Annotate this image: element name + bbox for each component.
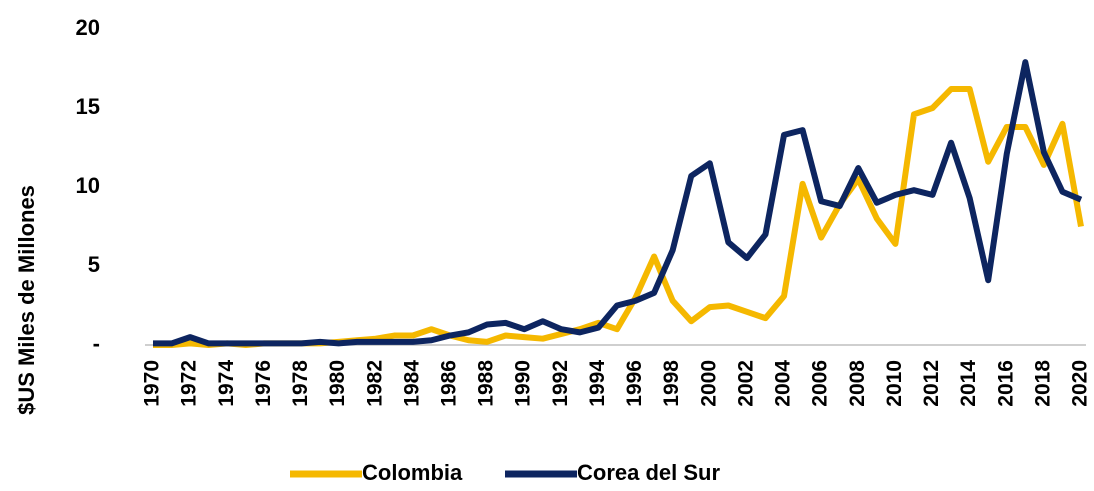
y-tick-label: 10 [76, 173, 100, 198]
y-tick-label: 20 [76, 15, 100, 40]
x-tick-label: 2008 [846, 360, 869, 407]
legend-label: Corea del Sur [577, 460, 720, 485]
x-tick-label: 2014 [957, 360, 980, 407]
x-tick-label: 1970 [141, 360, 164, 407]
legend-label: Colombia [362, 460, 463, 485]
x-tick-label: 1990 [512, 360, 535, 407]
x-tick-label: 2010 [883, 360, 906, 407]
x-tick-label: 1984 [400, 360, 423, 407]
x-tick-label: 2020 [1069, 360, 1092, 407]
x-tick-label: 1996 [623, 360, 646, 407]
y-tick-label: 15 [76, 94, 100, 119]
x-tick-label: 1982 [363, 360, 386, 407]
x-tick-label: 2000 [697, 360, 720, 407]
x-tick-label: 2006 [809, 360, 832, 407]
x-tick-label: 2002 [734, 360, 757, 407]
y-tick-label: 5 [88, 252, 100, 277]
x-tick-label: 1980 [326, 360, 349, 407]
x-tick-label: 1974 [215, 360, 238, 407]
x-tick-label: 1978 [289, 360, 312, 407]
x-tick-label: 2004 [772, 360, 795, 407]
x-tick-label: 1992 [549, 360, 572, 407]
y-axis-label: $US Miles de Millones [14, 185, 39, 415]
x-tick-label: 2016 [994, 360, 1017, 407]
x-tick-label: 1998 [660, 360, 683, 407]
y-tick-label: - [93, 331, 100, 356]
x-tick-label: 1972 [178, 360, 201, 407]
x-tick-label: 2018 [1031, 360, 1054, 407]
x-tick-label: 1988 [475, 360, 498, 407]
x-tick-label: 1986 [438, 360, 461, 407]
x-tick-label: 2012 [920, 360, 943, 407]
x-tick-label: 1994 [586, 360, 609, 407]
series-line [153, 59, 1083, 347]
x-tick-label: 1976 [252, 360, 275, 407]
